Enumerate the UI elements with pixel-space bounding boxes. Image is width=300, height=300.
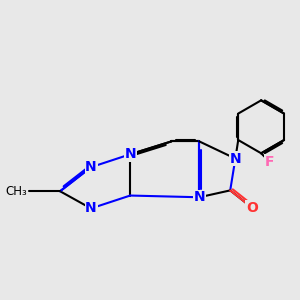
Text: N: N — [85, 201, 97, 215]
Text: N: N — [124, 147, 136, 161]
Text: N: N — [85, 160, 97, 174]
Text: N: N — [230, 152, 241, 166]
Text: N: N — [194, 190, 205, 204]
Text: F: F — [265, 155, 274, 169]
Text: CH₃: CH₃ — [6, 185, 27, 198]
Text: O: O — [246, 201, 258, 214]
